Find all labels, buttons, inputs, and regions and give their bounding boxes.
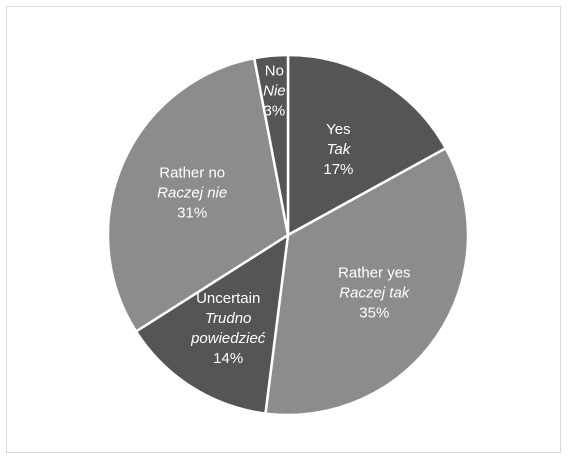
slice-label-line: Rather yes	[338, 265, 411, 282]
slice-label-line: Yes	[326, 121, 350, 138]
pie-slice-uncertain	[134, 232, 290, 415]
pie-slices	[106, 53, 470, 417]
slice-label-line: 14%	[213, 350, 243, 367]
slice-label-line: 17%	[323, 161, 353, 178]
pie-labels: Yes Tak 17% Rather yes Raczej tak 35% Uncertai…	[157, 63, 411, 368]
slice-label-line: Raczej tak	[339, 285, 411, 302]
slice-label-line: powiedzieć	[190, 330, 266, 347]
chart-frame: Yes Tak 17% Rather yes Raczej tak 35% Uncertai…	[6, 6, 561, 453]
pie-slice-no	[252, 53, 290, 236]
slice-label-line: 35%	[359, 305, 389, 322]
slice-label-line: Trudno	[205, 310, 251, 327]
slice-label-line: Tak	[327, 141, 352, 158]
slice-label-line: No	[265, 63, 284, 80]
slice-label-rather-yes: Rather yes Raczej tak 35%	[338, 265, 411, 322]
pie-slice-rather-yes	[264, 146, 470, 417]
slice-label-rather-no: Rather no Raczej nie 31%	[157, 164, 227, 221]
slice-label-line: Nie	[263, 83, 286, 100]
slice-label-line: Raczej nie	[157, 184, 227, 201]
slice-label-uncertain: Uncertain Trudno powiedzieć 14%	[190, 290, 266, 367]
slice-label-yes: Yes Tak 17%	[323, 121, 353, 178]
pie-chart: Yes Tak 17% Rather yes Raczej tak 35% Uncertai…	[106, 53, 470, 417]
pie-slice-yes	[286, 53, 448, 238]
slice-label-line: 31%	[177, 204, 207, 221]
slice-label-no: No Nie 3%	[263, 63, 286, 120]
slice-label-line: Uncertain	[196, 290, 260, 307]
slice-label-line: Rather no	[159, 164, 225, 181]
slice-label-line: 3%	[264, 103, 286, 120]
pie-slice-rather-no	[106, 56, 290, 334]
